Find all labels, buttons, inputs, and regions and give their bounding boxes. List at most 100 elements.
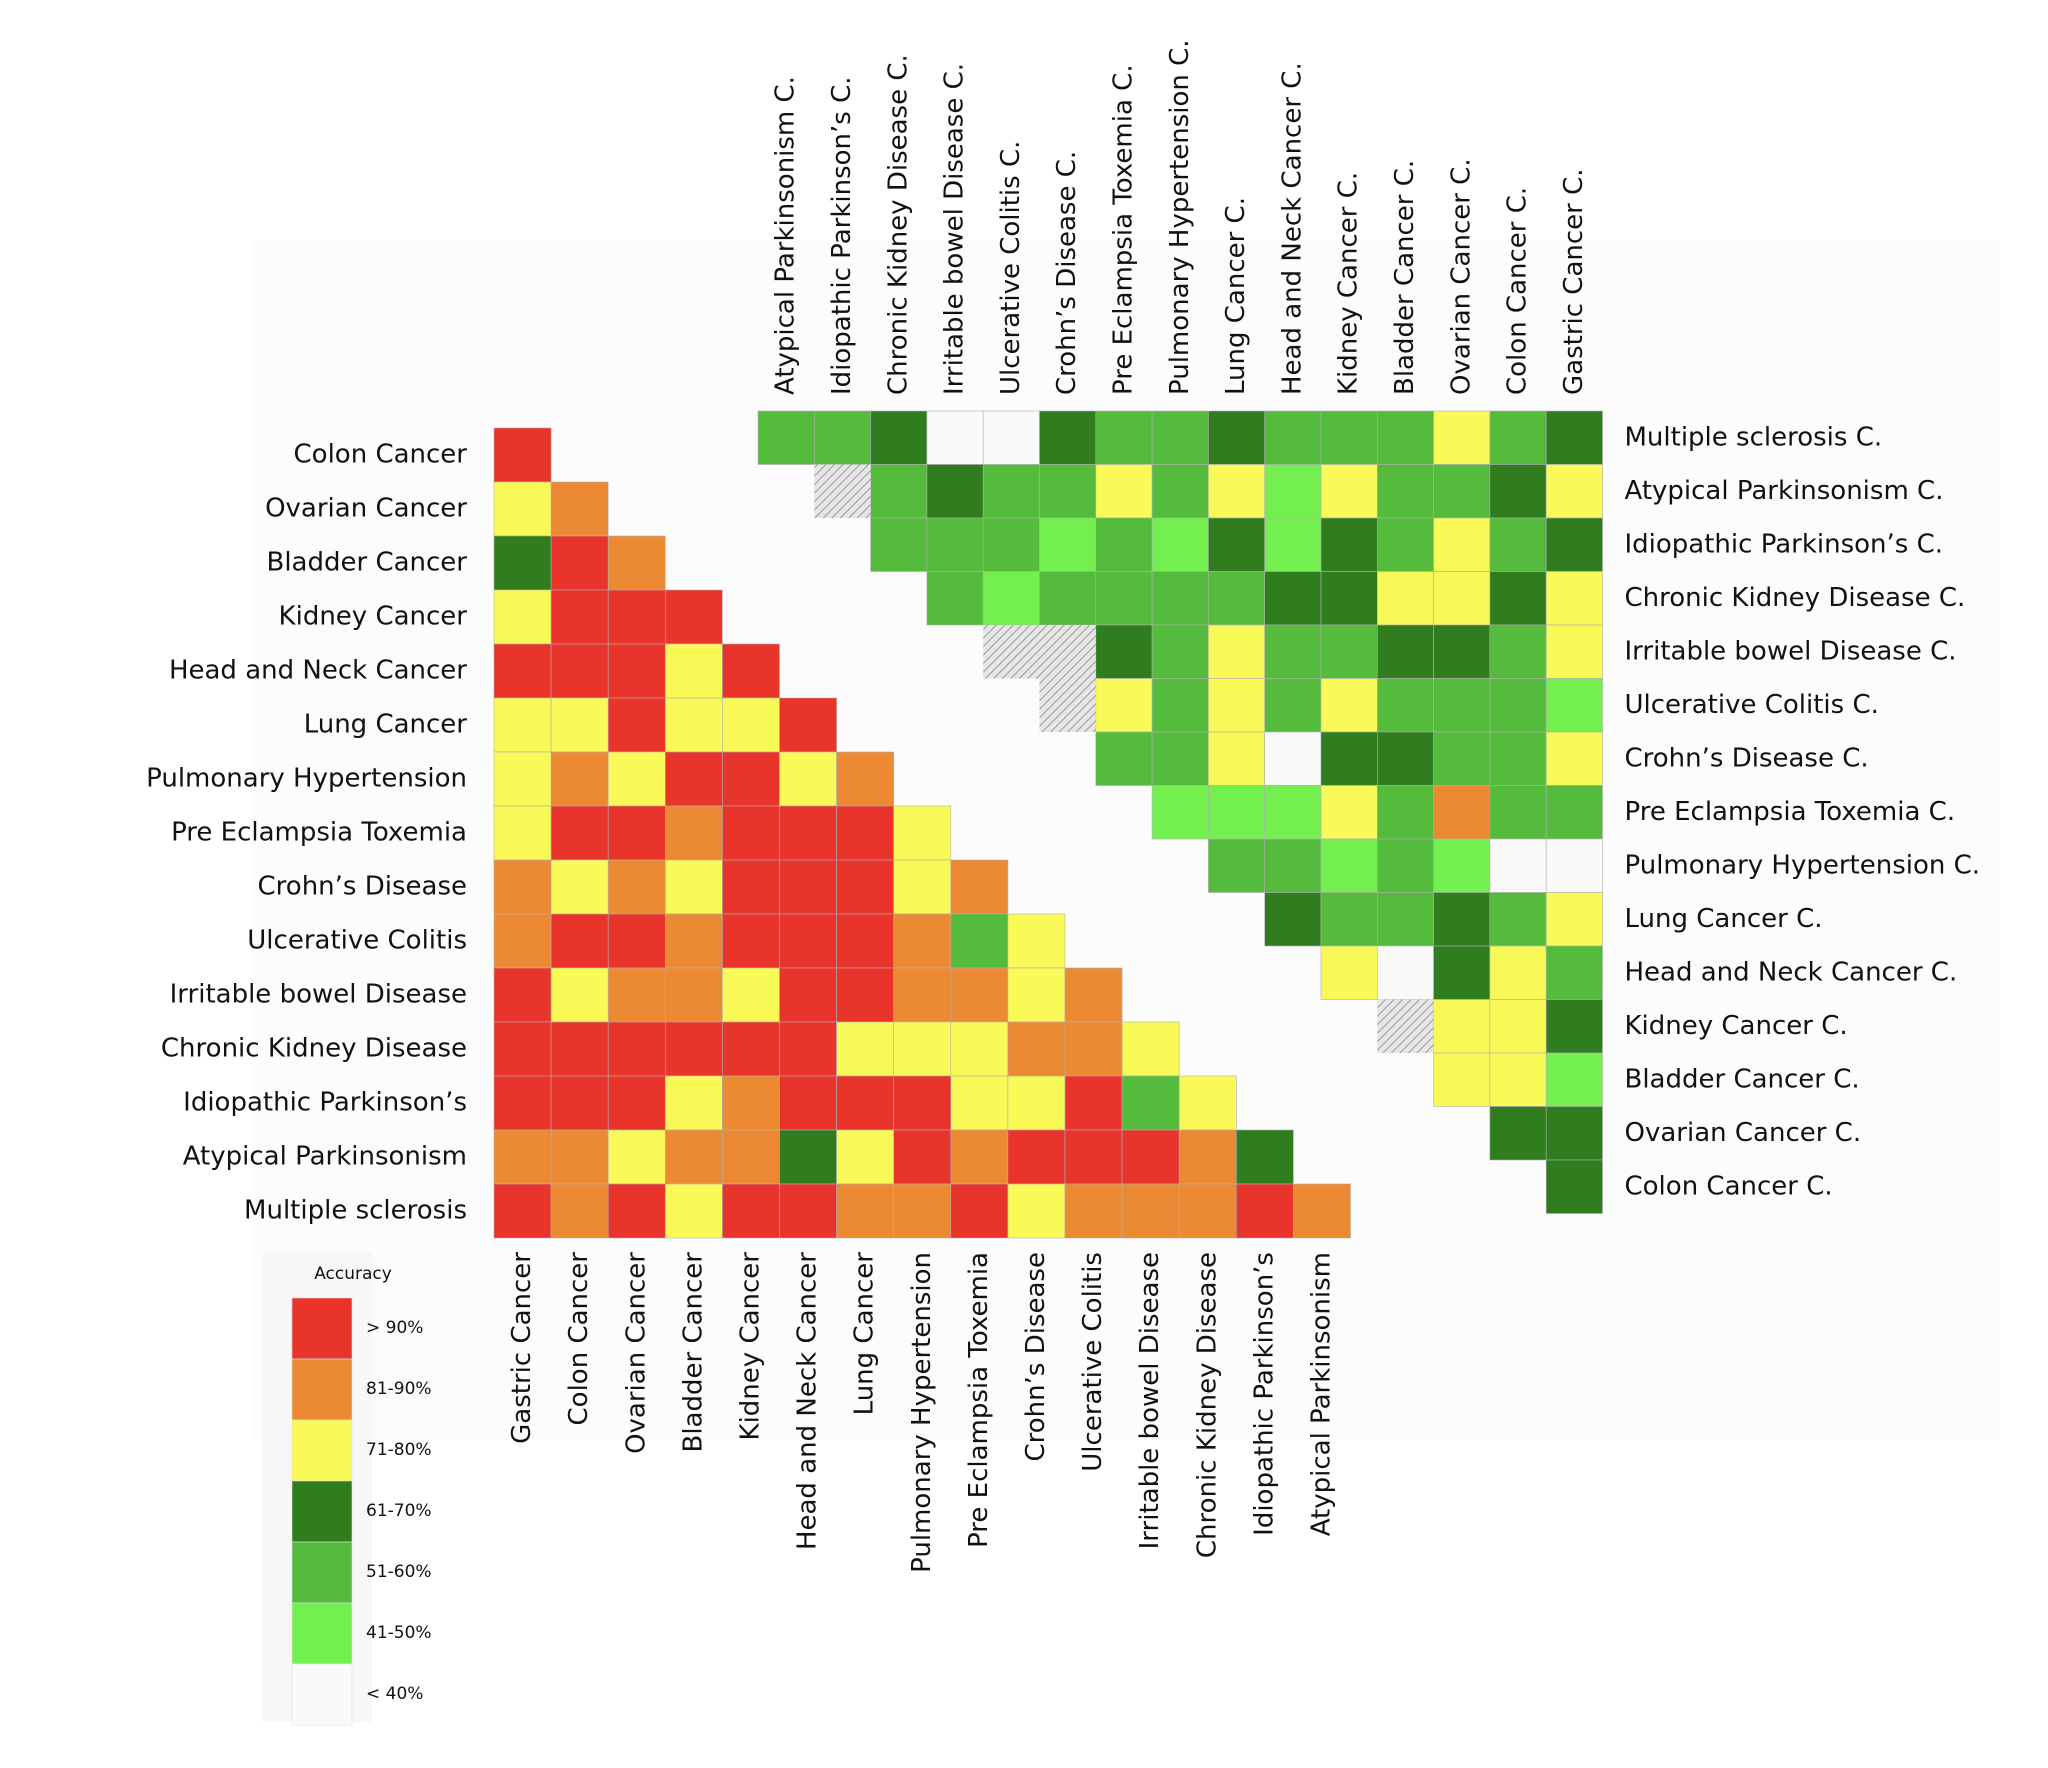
heat-cell xyxy=(607,913,666,969)
legend-label: 81-90% xyxy=(366,1379,432,1399)
heat-cell xyxy=(493,427,552,483)
heat-cell xyxy=(1320,945,1378,1000)
column-label: Bladder Cancer xyxy=(678,1252,708,1453)
row-label: Pulmonary Hypertension C. xyxy=(1625,850,1981,880)
heat-cell xyxy=(836,751,894,807)
heat-cell xyxy=(893,1075,952,1131)
heat-cell xyxy=(722,913,780,969)
heat-cell xyxy=(1264,464,1322,519)
heat-cell xyxy=(836,1183,894,1239)
heat-cell xyxy=(1095,571,1153,626)
heat-cell xyxy=(1377,731,1434,786)
heat-cell xyxy=(607,1075,666,1131)
heat-cell xyxy=(836,805,894,861)
heat-cell xyxy=(607,1129,666,1185)
heat-cell xyxy=(950,1183,1009,1239)
legend-swatch xyxy=(291,1419,353,1482)
heat-cell xyxy=(722,859,780,915)
heat-cell xyxy=(1095,731,1153,786)
heat-cell xyxy=(1433,678,1491,733)
heat-cell xyxy=(1121,1129,1180,1185)
heat-cell xyxy=(893,967,952,1023)
heat-cell xyxy=(1545,892,1603,947)
heat-cell xyxy=(607,1183,666,1239)
heat-cell xyxy=(607,643,666,699)
heat-cell xyxy=(1039,517,1097,572)
heat-cell xyxy=(550,697,609,753)
row-label: Multiple sclerosis C. xyxy=(1625,422,1883,452)
heat-cell xyxy=(1545,517,1603,572)
heat-cell xyxy=(1489,517,1547,572)
heat-cell xyxy=(1007,1129,1066,1185)
row-label: Ovarian Cancer C. xyxy=(1625,1118,1862,1148)
heat-cell xyxy=(1178,1075,1237,1131)
heat-cell xyxy=(664,913,723,969)
heat-cell xyxy=(1433,624,1491,679)
heat-cell xyxy=(893,1129,952,1185)
heat-cell xyxy=(950,967,1009,1023)
heat-cell xyxy=(1377,624,1434,679)
heat-cell xyxy=(1489,410,1547,465)
heat-cell xyxy=(722,805,780,861)
column-label: Kidney Cancer xyxy=(735,1252,765,1441)
column-label: Pulmonary Hypertension C. xyxy=(1165,39,1195,395)
row-label: Idiopathic Parkinson’s xyxy=(183,1088,467,1118)
heat-cell xyxy=(1064,1129,1123,1185)
heat-cell xyxy=(1064,967,1123,1023)
heat-cell xyxy=(1433,464,1491,519)
column-label: Head and Neck Cancer xyxy=(793,1252,823,1550)
heat-cell xyxy=(1433,838,1491,893)
heat-cell xyxy=(779,1129,837,1185)
heat-cell xyxy=(1433,785,1491,840)
heat-cell xyxy=(1433,571,1491,626)
heat-cell xyxy=(722,751,780,807)
row-label: Idiopathic Parkinson’s C. xyxy=(1625,529,1944,559)
hatched-cell xyxy=(814,464,871,518)
column-label: Chronic Kidney Disease xyxy=(1192,1252,1222,1558)
heat-cell xyxy=(1007,967,1066,1023)
heat-cell xyxy=(607,697,666,753)
heat-cell xyxy=(1264,517,1322,572)
column-label: Irritable bowel Disease xyxy=(1135,1252,1165,1549)
heat-cell xyxy=(1151,785,1209,840)
heat-cell xyxy=(1545,464,1603,519)
heat-cell xyxy=(493,967,552,1023)
heat-cell xyxy=(1377,464,1434,519)
row-label: Crohn’s Disease C. xyxy=(1625,743,1869,773)
heat-cell xyxy=(1489,1106,1547,1161)
heat-cell xyxy=(1545,1159,1603,1214)
heat-cell xyxy=(1545,678,1603,733)
heat-cell xyxy=(550,805,609,861)
heat-cell xyxy=(870,464,928,519)
heat-cell xyxy=(722,967,780,1023)
row-label: Pulmonary Hypertension xyxy=(146,764,467,794)
heat-cell xyxy=(1320,464,1378,519)
row-label: Colon Cancer C. xyxy=(1625,1171,1833,1201)
heat-cell xyxy=(1545,571,1603,626)
heat-cell xyxy=(493,643,552,699)
heat-cell xyxy=(1007,1021,1066,1077)
row-label: Atypical Parkinsonism C. xyxy=(1625,476,1944,506)
heat-cell xyxy=(550,481,609,537)
heat-cell xyxy=(1433,1052,1491,1107)
heat-cell xyxy=(1039,571,1097,626)
heat-cell xyxy=(1545,1106,1603,1161)
heat-cell xyxy=(982,517,1040,572)
heat-cell xyxy=(1121,1183,1180,1239)
heat-cell xyxy=(1151,571,1209,626)
heat-cell xyxy=(836,1075,894,1131)
heat-cell xyxy=(836,1129,894,1185)
heat-cell xyxy=(950,859,1009,915)
heat-cell xyxy=(493,859,552,915)
heat-cell xyxy=(779,1183,837,1239)
legend-label: 71-80% xyxy=(366,1440,432,1460)
heat-cell xyxy=(779,751,837,807)
heat-cell xyxy=(836,913,894,969)
heat-cell xyxy=(1178,1183,1237,1239)
heat-cell xyxy=(493,751,552,807)
row-label: Kidney Cancer xyxy=(279,602,468,632)
heat-cell xyxy=(493,805,552,861)
heat-cell xyxy=(1377,838,1434,893)
heat-cell xyxy=(1489,624,1547,679)
heat-cell xyxy=(1320,517,1378,572)
